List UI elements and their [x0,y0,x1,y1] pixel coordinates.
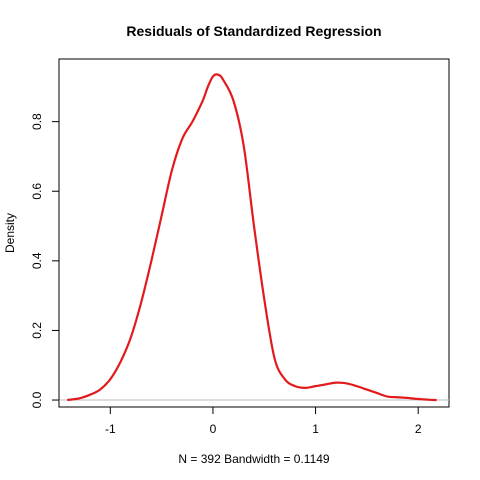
y-tick-label: 0.2 [30,322,44,339]
y-tick-label: 0.6 [30,183,44,200]
x-axis-label: N = 392 Bandwidth = 0.1149 [178,452,330,466]
chart-title: Residuals of Standardized Regression [126,23,381,39]
x-tick-label: 2 [415,422,422,436]
x-tick-label: 1 [312,422,319,436]
x-axis: -1 0 1 2 [105,406,422,436]
x-tick-label: 0 [210,422,217,436]
y-tick-label: 0.8 [30,113,44,130]
y-axis-label: Density [3,213,17,253]
density-curve [67,73,437,402]
y-axis: 0.0 0.2 0.4 0.6 0.8 [30,113,60,408]
y-tick-label: 0.4 [30,252,44,269]
y-tick-label: 0.0 [30,391,44,408]
x-tick-label: -1 [105,422,116,436]
